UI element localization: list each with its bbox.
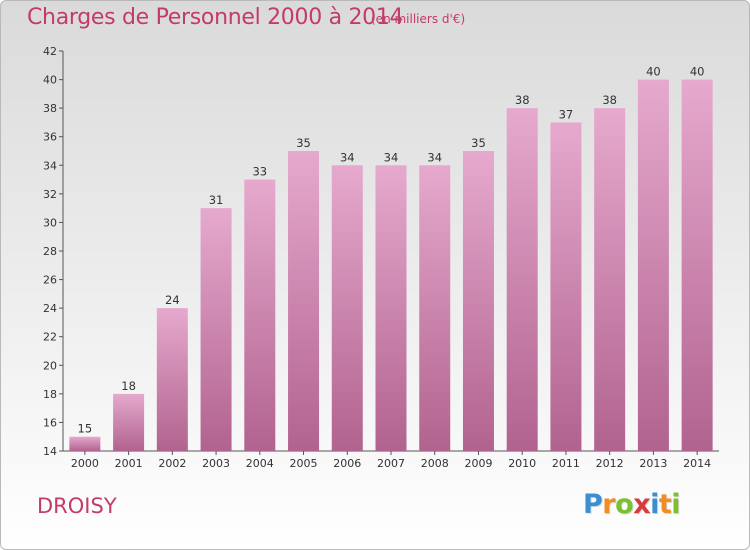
bar	[419, 165, 451, 452]
bar	[681, 79, 713, 452]
bar-value-label: 38	[515, 93, 530, 107]
bar	[462, 151, 494, 451]
bar-value-label: 33	[252, 165, 267, 179]
bar	[113, 393, 145, 451]
bar-value-label: 37	[559, 107, 574, 121]
bar	[637, 79, 669, 452]
logo-letter: t	[658, 489, 672, 520]
logo-letter: i	[650, 489, 659, 520]
bar-value-label: 15	[78, 422, 93, 436]
x-tick-label: 2000	[71, 457, 99, 470]
bar	[288, 151, 320, 451]
x-tick-label: 2004	[246, 457, 274, 470]
bar-value-label: 34	[384, 150, 399, 164]
bar	[156, 308, 188, 451]
y-tick-label: 18	[43, 388, 57, 401]
commune-name: DROISY	[37, 494, 117, 518]
y-tick-label: 38	[43, 102, 57, 115]
x-tick-label: 2013	[639, 457, 667, 470]
y-tick-label: 28	[43, 245, 57, 258]
bar	[69, 436, 101, 451]
y-tick-label: 20	[43, 359, 57, 372]
x-tick-label: 2011	[552, 457, 580, 470]
x-tick-label: 2003	[202, 457, 230, 470]
x-tick-label: 2001	[115, 457, 143, 470]
bar	[244, 179, 276, 452]
bar-value-label: 34	[340, 150, 355, 164]
y-tick-label: 16	[43, 416, 57, 429]
bar-value-label: 35	[471, 136, 486, 150]
x-tick-label: 2005	[290, 457, 318, 470]
proxiti-logo: Proxiti	[583, 489, 681, 520]
bar-value-label: 35	[296, 136, 311, 150]
chart-unit-subtitle: (en milliers d'€)	[371, 12, 466, 26]
y-tick-label: 26	[43, 274, 57, 287]
x-tick-label: 2007	[377, 457, 405, 470]
y-tick-label: 34	[43, 159, 57, 172]
logo-letter: i	[671, 489, 681, 520]
x-tick-label: 2014	[683, 457, 711, 470]
x-tick-label: 2010	[508, 457, 536, 470]
bar	[550, 122, 582, 451]
y-tick-label: 22	[43, 331, 57, 344]
bar-value-label: 38	[602, 93, 617, 107]
bar	[506, 108, 538, 452]
bar-value-label: 24	[165, 293, 180, 307]
bar-value-label: 34	[427, 150, 442, 164]
x-tick-label: 2012	[596, 457, 624, 470]
bar	[594, 108, 626, 452]
x-tick-label: 2008	[421, 457, 449, 470]
y-tick-label: 42	[43, 45, 57, 58]
bar-value-label: 40	[646, 65, 661, 79]
y-tick-label: 36	[43, 131, 57, 144]
y-tick-label: 40	[43, 74, 57, 87]
logo-letter: x	[633, 489, 651, 520]
bar-value-label: 18	[121, 379, 136, 393]
bar-value-label: 31	[209, 193, 224, 207]
bar	[331, 165, 363, 452]
logo-letter: P	[583, 489, 603, 520]
bar-value-label: 40	[690, 65, 705, 79]
x-tick-label: 2006	[333, 457, 361, 470]
logo-letter: o	[615, 489, 634, 520]
chart-title: Charges de Personnel 2000 à 2014	[27, 5, 404, 30]
y-tick-label: 30	[43, 216, 57, 229]
x-tick-label: 2009	[464, 457, 492, 470]
y-tick-label: 24	[43, 302, 57, 315]
y-tick-label: 32	[43, 188, 57, 201]
logo-letter: r	[602, 489, 616, 520]
y-tick-label: 14	[43, 445, 57, 458]
x-tick-label: 2002	[158, 457, 186, 470]
bar	[200, 208, 232, 451]
bar	[375, 165, 407, 452]
